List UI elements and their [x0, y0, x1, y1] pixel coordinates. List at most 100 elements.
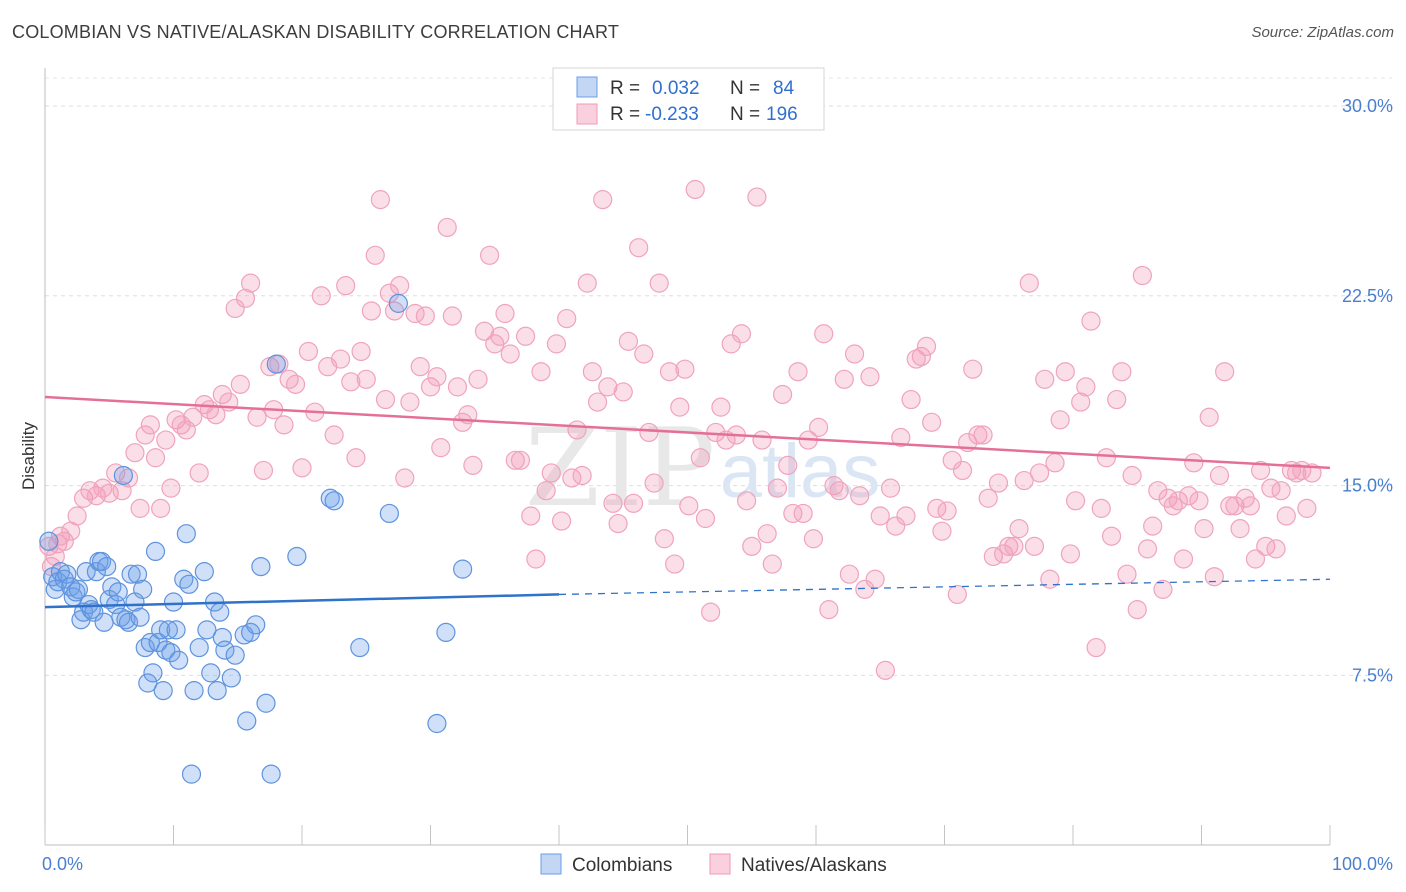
native-point: [125, 443, 145, 463]
colombian-point: [97, 556, 117, 577]
native-point: [1209, 465, 1230, 486]
native-point: [762, 554, 782, 574]
native-point: [639, 422, 659, 443]
colombian-point: [256, 693, 276, 713]
native-point: [135, 425, 155, 445]
native-point: [1240, 496, 1260, 516]
native-point: [370, 190, 390, 210]
y-tick-label: 15.0%: [1342, 476, 1393, 496]
native-point: [757, 524, 777, 544]
native-point: [292, 458, 312, 478]
native-point: [978, 488, 998, 508]
native-point: [1215, 362, 1235, 382]
native-point: [742, 536, 762, 556]
native-point: [1071, 392, 1091, 412]
colombian-point: [113, 465, 133, 486]
native-point: [711, 397, 731, 417]
colombian-point: [212, 627, 232, 648]
native-point: [1179, 486, 1199, 506]
native-point: [531, 362, 551, 382]
native-point: [911, 346, 931, 367]
native-point: [999, 536, 1019, 556]
colombian-point: [251, 556, 271, 577]
colombian-point: [179, 574, 199, 594]
native-point: [896, 506, 916, 526]
native-point: [361, 301, 381, 321]
native-point: [1004, 536, 1024, 556]
native-point: [1245, 549, 1266, 569]
y-tick-label: 30.0%: [1342, 96, 1393, 116]
colombian-point: [181, 764, 202, 784]
native-point: [375, 389, 396, 410]
native-point: [1112, 362, 1132, 382]
native-point: [654, 529, 674, 549]
native-point: [808, 417, 829, 437]
tick-labels: 7.5% 15.0% 22.5% 30.0% 0.0% 100.0%: [42, 96, 1393, 874]
native-point: [1220, 496, 1240, 516]
native-point: [247, 407, 267, 427]
native-point: [752, 430, 772, 450]
colombian-point: [237, 711, 257, 731]
colombian-point: [388, 293, 408, 313]
native-point: [1029, 463, 1050, 483]
native-point: [1019, 273, 1039, 293]
native-point: [670, 397, 690, 417]
colombian-point: [140, 632, 160, 653]
colombian-point: [246, 615, 266, 635]
native-point: [480, 245, 500, 265]
native-point: [916, 336, 937, 357]
native-point: [1168, 491, 1188, 511]
colombian-point: [215, 640, 235, 660]
colombians-trend-line: [44, 593, 560, 609]
native-point: [437, 217, 457, 238]
native-point: [447, 377, 468, 397]
native-point: [526, 549, 546, 569]
native-point: [1127, 600, 1147, 620]
native-point: [1276, 506, 1296, 526]
native-point: [1014, 470, 1034, 491]
native-point: [603, 493, 623, 513]
colombian-point: [350, 637, 370, 658]
native-point: [829, 481, 849, 501]
native-point: [1117, 564, 1137, 584]
y-axis-title: Disability: [19, 421, 38, 490]
bottom-legend-colombians: Colombians: [572, 855, 672, 876]
colombian-point: [161, 643, 181, 663]
native-point: [235, 288, 256, 308]
native-point: [695, 508, 716, 529]
native-point: [1199, 407, 1219, 427]
native-point: [468, 369, 488, 389]
legend-n-label-colombians: N =: [730, 78, 760, 99]
series-natives-points: [39, 179, 1322, 680]
colombian-point: [143, 663, 163, 683]
native-point: [1081, 311, 1101, 331]
y-tick-label: 22.5%: [1342, 286, 1393, 306]
native-point: [505, 450, 525, 470]
native-point: [365, 245, 385, 265]
native-point: [608, 513, 628, 534]
native-point: [557, 308, 577, 329]
native-point: [510, 450, 531, 470]
native-point: [850, 486, 870, 506]
colombian-point: [68, 579, 89, 599]
native-point: [1076, 377, 1096, 397]
native-point: [274, 415, 294, 435]
native-point: [593, 190, 613, 210]
native-point: [1302, 463, 1322, 483]
native-point: [225, 298, 245, 319]
colombian-point: [76, 562, 96, 582]
native-point: [731, 324, 752, 344]
native-point: [963, 359, 983, 379]
native-point: [1251, 460, 1271, 481]
colombian-point: [57, 564, 77, 584]
native-point: [701, 602, 721, 622]
colombian-point: [94, 612, 114, 632]
colombian-point: [39, 531, 59, 551]
native-point: [161, 478, 181, 498]
native-point: [324, 425, 344, 445]
native-point: [870, 506, 890, 526]
native-point: [922, 412, 942, 432]
native-point: [1137, 539, 1158, 559]
native-point: [865, 569, 885, 589]
native-point: [1060, 544, 1081, 564]
